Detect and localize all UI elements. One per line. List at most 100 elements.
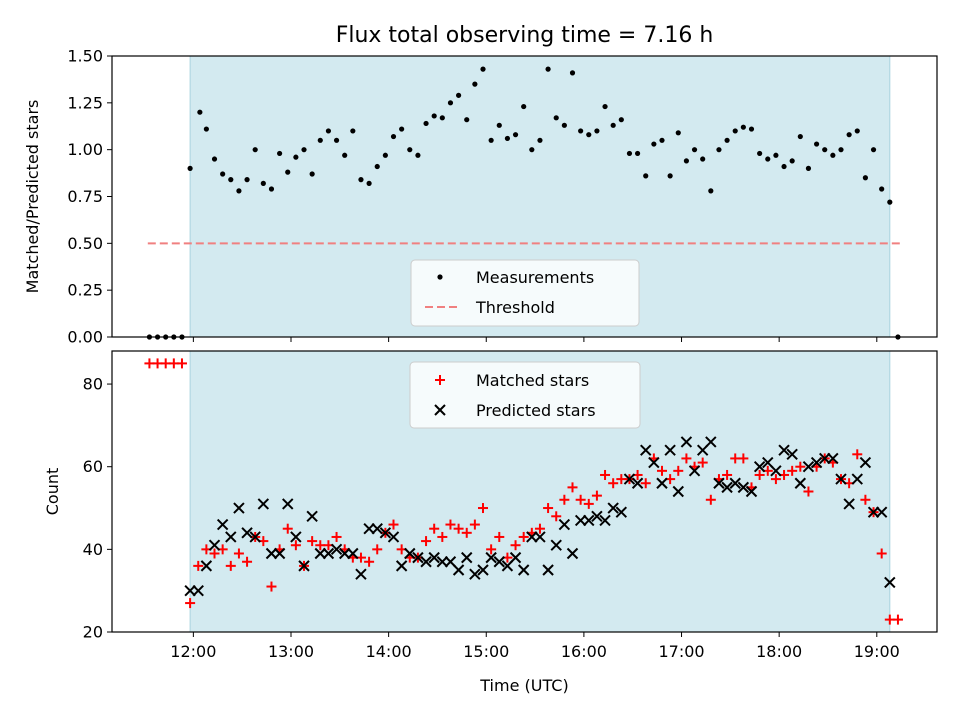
matched-star-point <box>551 511 562 522</box>
top-legend-frame <box>410 259 640 327</box>
matched-star-point <box>388 519 399 530</box>
cross-b <box>257 498 270 510</box>
measurement-point <box>455 92 462 98</box>
predicted-star-point <box>412 551 424 564</box>
predicted-star-point <box>225 531 237 543</box>
top-panel: 0.00 0.25 0.50 0.75 1.00 1.25 1.50 Matched/Pre… <box>23 47 938 347</box>
measurement-point <box>732 128 738 134</box>
cross-b <box>298 560 310 572</box>
legend-predicted-marker <box>434 404 446 416</box>
measurement-point <box>545 66 551 72</box>
predicted-star-point <box>338 547 351 560</box>
predicted-star-point <box>265 547 278 560</box>
cross-b <box>550 539 562 551</box>
predicted-star-point <box>558 518 571 531</box>
predicted-star-point <box>485 551 497 564</box>
predicted-star-point <box>200 560 213 572</box>
measurement-point <box>211 156 218 162</box>
predicted-star-point <box>184 584 196 597</box>
cross-b <box>615 506 628 518</box>
legend-measurement-marker <box>437 274 443 280</box>
measurement-point <box>374 163 380 170</box>
cross-b <box>192 584 204 597</box>
cross-b <box>762 456 774 469</box>
bottom-legend: Matched stars Predicted stars <box>409 361 641 429</box>
predicted-star-point <box>705 436 717 448</box>
predicted-star-point <box>233 502 245 514</box>
measurement-point <box>667 173 673 179</box>
predicted-star-point <box>363 522 375 535</box>
predicted-star-point <box>851 473 863 485</box>
cross-b <box>827 452 839 465</box>
matched-star-point <box>657 465 667 476</box>
cross-b <box>591 510 603 523</box>
measurement-point <box>643 173 649 179</box>
matched-star-point <box>600 469 611 480</box>
matched-star-point <box>892 614 903 625</box>
matched-star-point <box>429 523 440 534</box>
matched-star-point <box>697 457 708 468</box>
measurement-point <box>602 103 608 110</box>
measurement-point <box>447 100 454 106</box>
measurement-point <box>407 147 413 153</box>
matched-star-point <box>640 478 651 489</box>
top-x-ticks <box>192 337 878 342</box>
cross-b <box>412 551 424 564</box>
predicted-star-point <box>355 568 367 580</box>
predicted-star-point <box>387 531 400 543</box>
cross-b <box>355 568 367 580</box>
predicted-star-point <box>583 514 595 527</box>
measurement-point <box>748 126 755 132</box>
predicted-star-point <box>721 481 733 494</box>
measurement-point <box>366 180 372 186</box>
measurement-point <box>529 147 535 153</box>
measurement-point <box>480 66 486 72</box>
cross-b <box>404 547 416 560</box>
cross-b <box>875 506 888 518</box>
predicted-star-point <box>623 473 636 485</box>
cross-b <box>737 481 750 494</box>
cross-b <box>640 444 652 456</box>
bottom-xtick-label: 13:00 <box>268 642 314 661</box>
matched-star-point <box>478 503 489 514</box>
matched-star-point <box>437 531 448 542</box>
cross-b <box>436 556 449 568</box>
measurement-point <box>594 128 600 134</box>
matched-star-point <box>795 461 806 472</box>
predicted-star-point <box>566 547 579 560</box>
predicted-star-point <box>257 498 270 510</box>
legend-measurements-label: Measurements <box>476 268 594 287</box>
cross-b <box>843 498 855 510</box>
measurement-point <box>838 147 844 153</box>
cross-b <box>371 522 383 535</box>
measurement-point <box>813 141 820 147</box>
matched-star-point <box>567 482 578 493</box>
matched-star-point <box>860 494 871 505</box>
measurement-point <box>382 152 388 158</box>
measurement-point <box>610 122 616 128</box>
predicted-star-point <box>884 576 896 589</box>
predicted-star-point <box>461 551 473 564</box>
cross-b <box>208 539 221 551</box>
measurement-point <box>228 177 234 183</box>
measurement-point <box>333 137 340 143</box>
predicted-star-point <box>509 551 522 564</box>
cross-b <box>574 514 587 527</box>
predicted-star-point <box>469 568 481 580</box>
cross-b <box>810 456 823 469</box>
measurement-point <box>870 147 877 153</box>
predicted-star-point <box>526 531 538 543</box>
predicted-star-point <box>428 551 440 564</box>
cross-b <box>656 477 668 489</box>
cross-b <box>314 547 326 560</box>
matched-star-point <box>534 523 545 534</box>
measurement-point <box>512 132 519 138</box>
cross-b <box>721 481 733 494</box>
cross-b <box>542 564 554 576</box>
cross-b <box>778 444 790 456</box>
matched-star-point <box>722 469 733 480</box>
bottom-xtick-label: 16:00 <box>561 642 607 661</box>
measurement-point <box>740 124 746 130</box>
matched-star-point <box>608 478 619 489</box>
predicted-star-point <box>827 452 839 465</box>
